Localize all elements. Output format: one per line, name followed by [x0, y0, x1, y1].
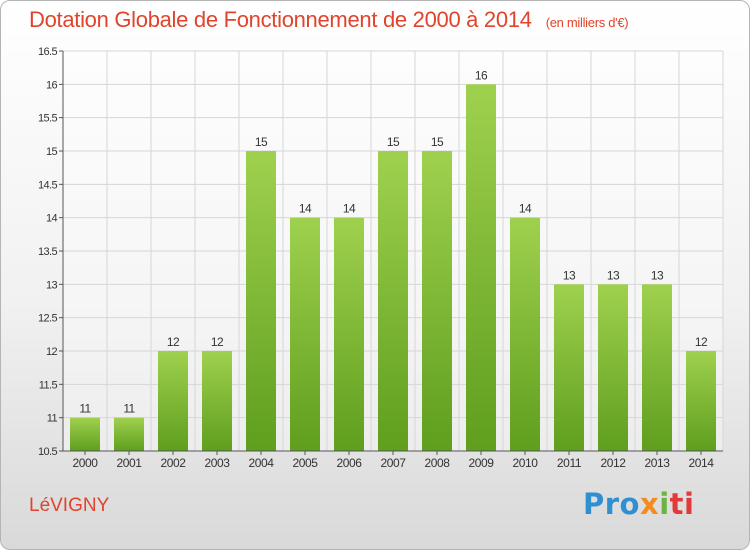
x-tick-label: 2001 — [116, 456, 142, 470]
bar-value-label: 14 — [519, 202, 532, 216]
proxiti-logo: Proxiti — [583, 487, 694, 521]
labels: 10.5 11 11.5 12 12.5 13 13.5 14 14.5 15 15.5 16 16.5… — [38, 46, 715, 470]
bar — [114, 417, 144, 451]
bar-value-label: 13 — [563, 268, 576, 282]
bar-value-label: 15 — [431, 135, 444, 149]
x-tick-label: 2013 — [644, 456, 670, 470]
bar — [510, 217, 540, 451]
logo-part: Pro — [583, 487, 640, 521]
bar-value-label: 16 — [475, 68, 488, 82]
chart-title: Dotation Globale de Fonctionnement de 20… — [29, 7, 629, 33]
bar — [158, 351, 188, 451]
logo-part: ti — [669, 487, 695, 521]
x-tick-label: 2005 — [292, 456, 318, 470]
x-tick-label: 2011 — [557, 456, 582, 470]
bar-value-label: 14 — [343, 202, 356, 216]
bar-value-label: 12 — [167, 335, 180, 349]
x-tick-label: 2008 — [424, 456, 450, 470]
bar — [290, 217, 320, 451]
bar — [422, 151, 452, 451]
bar — [466, 84, 496, 451]
logo-part: x — [639, 487, 660, 521]
bar — [246, 151, 276, 451]
y-tick-label: 16.5 — [38, 46, 57, 58]
bar-value-label: 14 — [299, 202, 312, 216]
y-tick-label: 15.5 — [38, 113, 57, 125]
bar — [554, 284, 584, 451]
bar-value-label: 11 — [123, 402, 135, 416]
x-tick-label: 2009 — [468, 456, 494, 470]
bar — [686, 351, 716, 451]
bar-value-label: 12 — [211, 335, 224, 349]
y-tick-label: 12 — [46, 346, 58, 358]
y-tick-label: 10.5 — [38, 446, 57, 458]
chart-title-text: Dotation Globale de Fonctionnement de 20… — [29, 7, 532, 32]
bar — [598, 284, 628, 451]
y-tick-label: 13.5 — [38, 246, 57, 258]
y-tick-label: 11.5 — [39, 379, 58, 391]
x-tick-label: 2000 — [72, 456, 98, 470]
x-tick-label: 2007 — [380, 456, 406, 470]
bar — [202, 351, 232, 451]
y-tick-label: 11 — [47, 413, 58, 425]
y-tick-label: 15 — [46, 146, 58, 158]
town-name: LéVIGNY — [29, 495, 110, 516]
bar-value-label: 15 — [255, 135, 268, 149]
bar — [334, 217, 364, 451]
x-tick-label: 2003 — [204, 456, 230, 470]
bar — [378, 151, 408, 451]
bars — [70, 84, 716, 451]
x-tick-label: 2014 — [688, 456, 714, 470]
y-tick-label: 13 — [46, 279, 58, 291]
x-tick-label: 2006 — [336, 456, 362, 470]
bar — [70, 417, 100, 451]
bar — [642, 284, 672, 451]
y-tick-label: 14.5 — [38, 179, 57, 191]
x-tick-label: 2002 — [160, 456, 186, 470]
logo-part: i — [659, 487, 670, 521]
x-tick-label: 2010 — [512, 456, 538, 470]
bar-value-label: 11 — [79, 402, 91, 416]
chart-unit: (en milliers d'€) — [545, 15, 629, 30]
x-tick-label: 2004 — [248, 456, 274, 470]
x-tick-label: 2012 — [600, 456, 626, 470]
y-tick-label: 16 — [46, 79, 58, 91]
axes — [59, 50, 723, 455]
bar-value-label: 12 — [695, 335, 708, 349]
y-tick-label: 12.5 — [38, 313, 57, 325]
bar-value-label: 13 — [651, 268, 664, 282]
bar-value-label: 15 — [387, 135, 400, 149]
bar-value-label: 13 — [607, 268, 620, 282]
y-tick-label: 14 — [46, 213, 58, 225]
